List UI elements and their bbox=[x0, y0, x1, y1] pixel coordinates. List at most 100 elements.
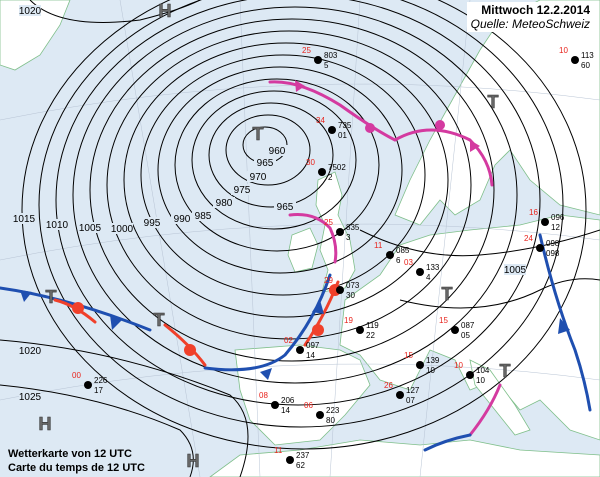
station-temperature: 16 bbox=[529, 208, 538, 217]
station-plot: 113 10 60 bbox=[559, 46, 594, 70]
station-plot: 085 11 6 bbox=[374, 241, 410, 265]
isobar-label-bg bbox=[19, 5, 41, 16]
station-pressure: 113 bbox=[581, 51, 594, 60]
cloud-cover-icon bbox=[318, 168, 326, 176]
station-tendency: 62 bbox=[296, 461, 305, 470]
isobar-label-bg bbox=[231, 184, 253, 195]
station-temperature: 11 bbox=[374, 241, 383, 250]
cloud-cover-icon bbox=[296, 346, 304, 354]
station-temperature: 26 bbox=[384, 381, 393, 390]
isobar-label-bg bbox=[111, 223, 133, 234]
station-pressure: 133 bbox=[426, 263, 440, 272]
station-pressure: 226 bbox=[94, 376, 108, 385]
station-tendency: 10 bbox=[476, 376, 485, 385]
cold-front-triangle bbox=[20, 290, 32, 302]
occlusion-triangle bbox=[295, 80, 305, 92]
station-plot: 096 16 12 bbox=[529, 208, 565, 232]
isobar-label-bg bbox=[504, 264, 526, 275]
station-temperature: 15 bbox=[404, 351, 413, 360]
isobar-label: 980 bbox=[216, 198, 233, 209]
cloud-cover-icon bbox=[416, 268, 424, 276]
station-tendency: 6 bbox=[396, 256, 401, 265]
isobar bbox=[191, 90, 357, 230]
station-temperature: 10 bbox=[559, 46, 568, 55]
caption-german: Wetterkarte von 12 UTC bbox=[8, 448, 132, 460]
station-pressure: 104 bbox=[476, 366, 490, 375]
isobar-label: 975 bbox=[234, 185, 251, 196]
cold-front-east bbox=[538, 233, 592, 412]
isobar bbox=[208, 102, 334, 208]
cloud-cover-icon bbox=[356, 326, 364, 334]
station-pressure: 7502 bbox=[328, 163, 346, 172]
station-temperature: 19 bbox=[344, 316, 353, 325]
occluded-front-low bbox=[288, 213, 338, 264]
station-tendency: 098 bbox=[546, 249, 560, 258]
isobar-label: 960 bbox=[269, 146, 286, 157]
station-tendency: 12 bbox=[551, 223, 560, 232]
isobar-label-bg bbox=[46, 219, 68, 230]
cloud-cover-icon bbox=[571, 56, 579, 64]
isobar bbox=[157, 66, 403, 274]
station-plot: 237 11 62 bbox=[274, 446, 310, 470]
isobar bbox=[89, 18, 495, 362]
station-temperature: 24 bbox=[524, 234, 533, 243]
station-plot: 139 15 10 bbox=[404, 351, 440, 375]
occluded-front-north bbox=[268, 80, 494, 187]
station-temperature: 11 bbox=[274, 446, 283, 455]
isobar bbox=[225, 114, 311, 186]
cloud-cover-icon bbox=[336, 228, 344, 236]
isobar bbox=[399, 278, 600, 309]
isobar bbox=[29, 0, 201, 23]
isobar-label-bg bbox=[13, 213, 35, 224]
station-plot: 133 03 4 bbox=[404, 258, 440, 282]
isobar-label-bg bbox=[254, 157, 276, 168]
isobar bbox=[72, 6, 518, 384]
station-plot: 7502 30 2 bbox=[306, 158, 346, 182]
station-tendency: 10 bbox=[426, 366, 435, 375]
station-tendency: 05 bbox=[461, 331, 470, 340]
low-pressure-center: T bbox=[500, 361, 511, 381]
pressure-centers: H H H T T T T T T bbox=[38, 1, 511, 472]
station-temperature: 15 bbox=[439, 316, 448, 325]
isobar-label: 965 bbox=[277, 202, 294, 213]
station-temperature: 06 bbox=[304, 401, 313, 410]
cold-front-triangle bbox=[558, 318, 570, 334]
station-tendency: 22 bbox=[366, 331, 375, 340]
cloud-cover-icon bbox=[396, 391, 404, 399]
land-italy bbox=[469, 359, 531, 436]
station-pressure: 803 bbox=[324, 51, 338, 60]
station-plot: 223 06 80 bbox=[304, 401, 340, 425]
station-pressure: 237 bbox=[296, 451, 310, 460]
station-pressure: 223 bbox=[326, 406, 340, 415]
low-pressure-center: T bbox=[442, 284, 453, 304]
occluded-front-med bbox=[468, 383, 502, 437]
cloud-cover-icon bbox=[314, 56, 322, 64]
station-pressure: 087 bbox=[461, 321, 475, 330]
isobar bbox=[0, 384, 194, 477]
occlusion-bump bbox=[435, 120, 445, 130]
station-tendency: 5 bbox=[324, 61, 329, 70]
station-pressure: 073 bbox=[346, 281, 360, 290]
isobar bbox=[123, 42, 449, 318]
isobar bbox=[0, 339, 249, 477]
station-temperature: 29 bbox=[324, 276, 333, 285]
isobar-label: 1025 bbox=[19, 392, 42, 403]
station-plot: 127 26 07 bbox=[384, 381, 420, 405]
high-pressure-center: H bbox=[187, 451, 200, 471]
front-symbols bbox=[20, 80, 570, 380]
station-temperature: 02 bbox=[284, 336, 293, 345]
station-tendency: 14 bbox=[306, 351, 315, 360]
station-pressure: 097 bbox=[306, 341, 320, 350]
station-plot: 087 15 05 bbox=[439, 316, 475, 340]
cloud-cover-icon bbox=[451, 326, 459, 334]
cloud-cover-icon bbox=[84, 381, 92, 389]
map-caption: Wetterkarte von 12 UTC Carte du temps de… bbox=[8, 447, 145, 475]
low-pressure-center: T bbox=[46, 287, 57, 307]
warm-front-bump bbox=[312, 324, 324, 336]
isobar bbox=[38, 0, 564, 428]
cloud-cover-icon bbox=[536, 244, 544, 252]
isobar bbox=[21, 0, 587, 450]
